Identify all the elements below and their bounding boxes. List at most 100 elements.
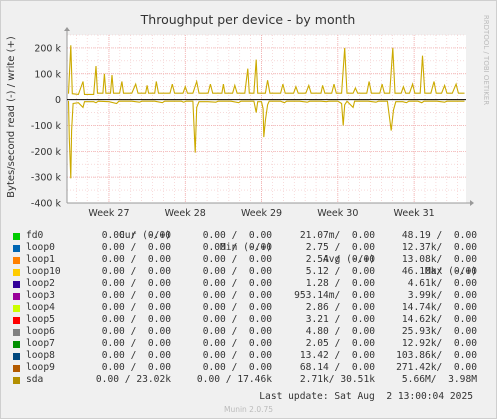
y-tick-label: 0	[55, 95, 61, 106]
legend-device-name: loop10	[26, 266, 61, 277]
header-cur: Cur (-/+)	[119, 230, 171, 241]
legend-avg: 2.05 / 0.00	[305, 338, 375, 349]
legend-min: 0.00 / 0.00	[202, 266, 272, 277]
y-tick-label: -100 k	[31, 121, 62, 132]
legend-cur: 0.00 / 0.00	[101, 278, 171, 289]
y-tick-label: 100 k	[34, 69, 61, 80]
legend-min: 0.00 / 0.00	[202, 338, 272, 349]
legend-min: 0.00 / 0.00	[202, 230, 272, 241]
x-axis-arrow	[470, 200, 474, 206]
legend-cur: 0.00 / 0.00	[101, 230, 171, 241]
legend-avg: 68.14 / 0.00	[299, 362, 375, 373]
legend-device-name: loop6	[26, 326, 55, 337]
legend-row: loop5 0.00 / 0.00 0.00 / 0.00 3.21 / 0.00 14…	[0, 314, 497, 326]
legend-min: 0.00 / 0.00	[202, 242, 272, 253]
legend-max: 103.86k/ 0.00	[396, 350, 477, 361]
legend-max: 25.93k/ 0.00	[401, 326, 477, 337]
legend-swatch	[13, 257, 20, 264]
legend-avg: 2.71k/ 30.51k	[299, 374, 375, 385]
legend-swatch	[13, 281, 20, 288]
legend-row: sda 0.00 / 23.02k 0.00 / 17.46k 2.71k/ 30.5…	[0, 374, 497, 386]
legend-swatch	[13, 233, 20, 240]
legend-row: loop1 0.00 / 0.00 0.00 / 0.00 2.54 / 0.00 13…	[0, 254, 497, 266]
legend-row: loop10 0.00 / 0.00 0.00 / 0.00 5.12 / 0.00 4…	[0, 266, 497, 278]
rrdtool-watermark: RRDTOOL / TOBI OETIKER	[482, 15, 490, 105]
plot-area	[67, 35, 466, 203]
legend-device-name: loop2	[26, 278, 55, 289]
y-axis-arrow	[64, 27, 70, 31]
legend-min: 0.00 / 0.00	[202, 350, 272, 361]
series-sda-read	[67, 100, 465, 179]
last-update: Last update: Sat Aug 2 13:00:04 2025	[259, 391, 473, 402]
legend-row: loop9 0.00 / 0.00 0.00 / 0.00 68.14 / 0.00 2…	[0, 362, 497, 374]
legend-cur: 0.00 / 0.00	[101, 326, 171, 337]
legend-swatch	[13, 245, 20, 252]
legend-avg: 3.21 / 0.00	[305, 314, 375, 325]
munin-version: Munin 2.0.75	[223, 405, 274, 414]
legend-row: loop4 0.00 / 0.00 0.00 / 0.00 2.86 / 0.00 14…	[0, 302, 497, 314]
legend-device-name: loop4	[26, 302, 55, 313]
legend-swatch	[13, 377, 20, 384]
x-tick-label: Week 27	[88, 208, 129, 219]
legend-swatch	[13, 353, 20, 360]
y-tick-label: -300 k	[31, 173, 62, 184]
legend-swatch	[13, 293, 20, 300]
legend-avg: 21.07m/ 0.00	[299, 230, 375, 241]
x-tick-label: Week 31	[394, 208, 435, 219]
legend-row: loop8 0.00 / 0.00 0.00 / 0.00 13.42 / 0.00 1…	[0, 350, 497, 362]
legend-row: loop0 0.00 / 0.00 0.00 / 0.00 2.75 / 0.00 12…	[0, 242, 497, 254]
y-tick-label: 200 k	[34, 43, 61, 54]
legend-max: 13.08k/ 0.00	[401, 254, 477, 265]
legend-row: loop6 0.00 / 0.00 0.00 / 0.00 4.80 / 0.00 25…	[0, 326, 497, 338]
series-sda-write	[67, 45, 465, 95]
legend-device-name: loop5	[26, 314, 55, 325]
legend-min: 0.00 / 0.00	[202, 278, 272, 289]
legend-device-name: loop9	[26, 362, 55, 373]
legend-device-name: fd0	[26, 230, 44, 241]
legend-swatch	[13, 329, 20, 336]
legend-cur: 0.00 / 0.00	[101, 350, 171, 361]
legend-row: loop3 0.00 / 0.00 0.00 / 0.00 953.14m/ 0.00…	[0, 290, 497, 302]
legend-cur: 0.00 / 0.00	[101, 338, 171, 349]
legend-avg: 2.54 / 0.00	[305, 254, 375, 265]
legend-min: 0.00 / 0.00	[202, 326, 272, 337]
legend-device-name: loop7	[26, 338, 55, 349]
legend-max: 48.19 / 0.00	[401, 230, 477, 241]
legend-avg: 1.28 / 0.00	[305, 278, 375, 289]
legend-avg: 4.80 / 0.00	[305, 326, 375, 337]
legend-swatch	[13, 341, 20, 348]
legend-row: loop7 0.00 / 0.00 0.00 / 0.00 2.05 / 0.00 12…	[0, 338, 497, 350]
legend-device-name: loop8	[26, 350, 55, 361]
legend-device-name: sda	[26, 374, 44, 385]
y-tick-label: -400 k	[31, 199, 62, 210]
legend-min: 0.00 / 0.00	[202, 254, 272, 265]
legend-max: 12.37k/ 0.00	[401, 242, 477, 253]
legend-row: loop2 0.00 / 0.00 0.00 / 0.00 1.28 / 0.00 4.…	[0, 278, 497, 290]
legend-max: 271.42k/ 0.00	[396, 362, 477, 373]
legend-swatch	[13, 305, 20, 312]
header-min: Min (-/+)	[220, 242, 272, 253]
legend-avg: 2.86 / 0.00	[305, 302, 375, 313]
legend-min: 0.00 / 17.46k	[196, 374, 272, 385]
legend-min: 0.00 / 0.00	[202, 362, 272, 373]
legend-swatch	[13, 317, 20, 324]
legend-cur: 0.00 / 0.00	[101, 290, 171, 301]
legend-max: 14.74k/ 0.00	[401, 302, 477, 313]
y-tick-label: -200 k	[31, 147, 62, 158]
legend-cur: 0.00 / 0.00	[101, 254, 171, 265]
legend-max: 14.62k/ 0.00	[401, 314, 477, 325]
x-tick-label: Week 28	[165, 208, 206, 219]
legend-cur: 0.00 / 0.00	[101, 362, 171, 373]
legend-row: fd0 0.00 / 0.00 0.00 / 0.00 21.07m/ 0.00 48.…	[0, 230, 497, 242]
legend-avg: 5.12 / 0.00	[305, 266, 375, 277]
legend-max: 5.66M/ 3.98M	[401, 374, 477, 385]
x-tick-label: Week 29	[241, 208, 282, 219]
header-avg: Avg (-/+)	[323, 254, 375, 265]
y-axis-label: Bytes/second read (-) / write (+)	[6, 36, 17, 198]
legend-cur: 0.00 / 0.00	[101, 242, 171, 253]
legend-min: 0.00 / 0.00	[202, 314, 272, 325]
legend-cur: 0.00 / 0.00	[101, 266, 171, 277]
x-tick-label: Week 30	[317, 208, 358, 219]
legend-swatch	[13, 365, 20, 372]
